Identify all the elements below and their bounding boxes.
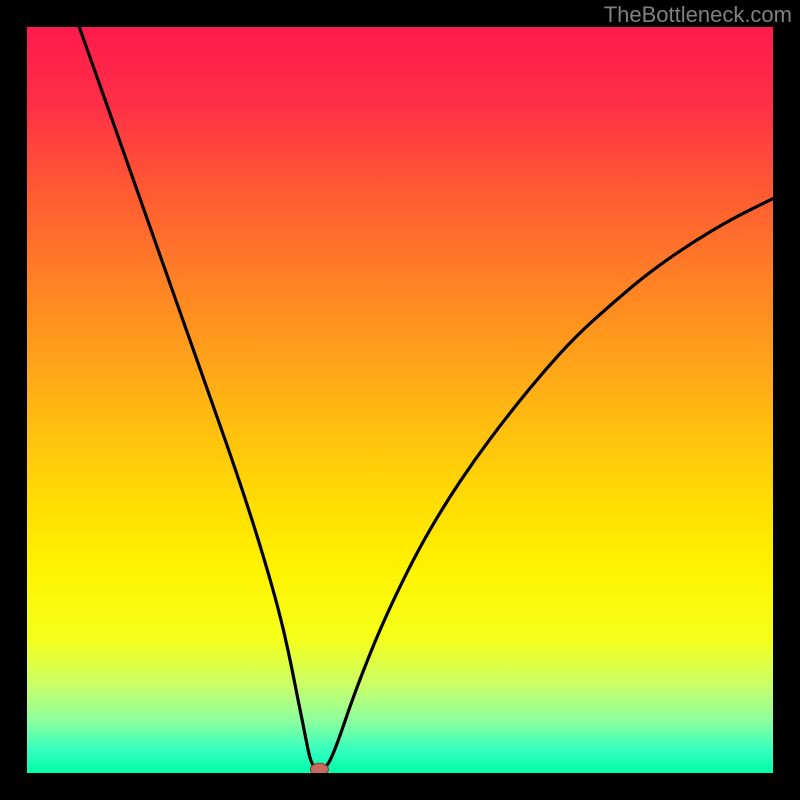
optimal-point-marker bbox=[310, 763, 328, 773]
chart-svg bbox=[27, 27, 773, 773]
chart-container: TheBottleneck.com bbox=[0, 0, 800, 800]
gradient-background bbox=[27, 27, 773, 773]
watermark-text: TheBottleneck.com bbox=[604, 2, 792, 28]
plot-area bbox=[27, 27, 773, 773]
